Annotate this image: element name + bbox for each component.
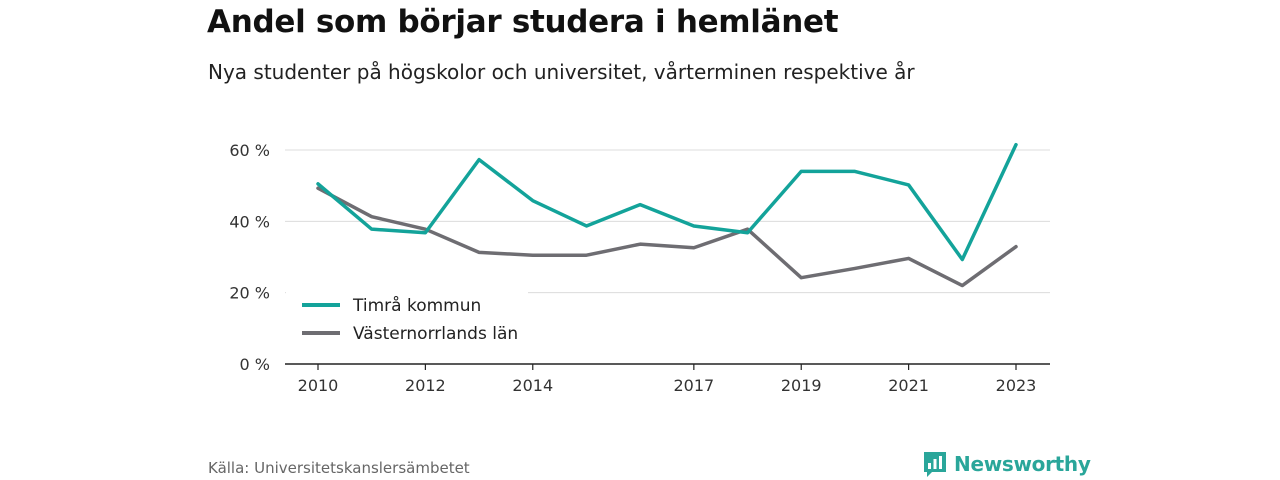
x-tick-label: 2014 [512, 376, 553, 395]
y-axis-labels: 0 % 20 % 40 % 60 % [229, 141, 270, 374]
y-tick-label: 60 % [229, 141, 270, 160]
x-tick-label: 2017 [673, 376, 714, 395]
legend: Timrå kommun Västernorrlands län [286, 292, 528, 352]
x-axis-labels: 2010 2012 2014 2017 2019 2021 2023 [298, 376, 1037, 395]
y-tick-label: 20 % [229, 284, 270, 303]
chart-title: Andel som börjar studera i hemlänet [207, 4, 839, 40]
brand-name: Newsworthy [954, 452, 1091, 476]
series-lines [316, 142, 1018, 288]
x-axis [285, 363, 1050, 370]
brand-logo[interactable]: Newsworthy [922, 450, 1091, 478]
legend-background [286, 292, 528, 352]
legend-label: Timrå kommun [352, 295, 481, 316]
legend-label: Västernorrlands län [353, 324, 518, 344]
newsworthy-logo-icon [924, 452, 946, 477]
series-line [316, 186, 1018, 288]
x-tick-label: 2021 [888, 376, 929, 395]
series-line [316, 142, 1018, 262]
source-note: Källa: Universitetskanslersämbetet [208, 459, 470, 477]
y-tick-label: 0 % [240, 355, 270, 374]
x-tick-label: 2012 [405, 376, 446, 395]
x-tick-label: 2019 [781, 376, 822, 395]
x-tick-label: 2010 [298, 376, 339, 395]
chart-subtitle: Nya studenter på högskolor och universit… [208, 60, 915, 84]
y-tick-label: 40 % [229, 212, 270, 231]
x-tick-label: 2023 [996, 376, 1037, 395]
